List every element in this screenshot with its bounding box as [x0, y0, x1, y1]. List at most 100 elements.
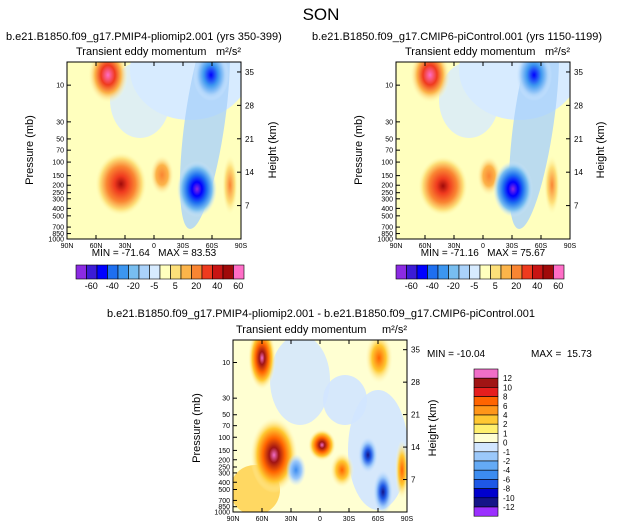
y-tick-label: 30 [222, 396, 230, 403]
y-tick-label: 400 [52, 206, 64, 213]
y-tick-label: 150 [218, 448, 230, 455]
x-tick-label: 0 [318, 516, 322, 523]
panel-1-case-title: b.e21.B1850.f09_g17.PMIP4-pliomip2.001 (… [6, 31, 282, 43]
y-tick-label: 500 [381, 213, 393, 220]
panel-3-field [233, 340, 407, 512]
x-tick-label: 0 [152, 243, 156, 250]
colorbar-box [511, 264, 523, 280]
colorbar-box [96, 264, 108, 280]
colorbar-tick-label: -10 [503, 494, 515, 503]
colorbar-box [473, 442, 499, 453]
y-tick-right-label: 21 [245, 135, 254, 144]
colorbar-tick-label: 60 [553, 281, 563, 291]
panel-2-sh-strat-min [516, 62, 552, 101]
colorbar-tick-label: -5 [150, 281, 158, 291]
colorbar-tick-label: -4 [503, 466, 511, 475]
colorbar-box [473, 405, 499, 416]
colorbar-box [490, 264, 502, 280]
colorbar-tick-label: -40 [426, 281, 439, 291]
y-tick-label: 30 [56, 119, 64, 126]
colorbar-box [473, 479, 499, 489]
x-tick-label: 60S [206, 243, 219, 250]
x-tick-label: 90S [564, 243, 577, 250]
panel-3-eq-max [308, 429, 336, 461]
panel-2-nh-strat-max [410, 62, 450, 103]
y-tick-label: 50 [385, 136, 393, 143]
x-tick-label: 60N [90, 243, 103, 250]
panel-3-stats-max: MAX = 15.73 [531, 349, 592, 360]
colorbar-box [473, 506, 499, 517]
x-tick-label: 60S [372, 516, 385, 523]
x-tick-label: 90N [390, 243, 403, 250]
colorbar-box [75, 264, 87, 280]
colorbar-box [201, 264, 213, 280]
colorbar-box [128, 264, 140, 280]
y-tick-label: 500 [218, 487, 230, 494]
y-tick-label: 1000 [214, 510, 230, 517]
colorbar-box [233, 264, 245, 280]
panel-3: b.e21.B1850.f09_g17.PMIP4-pliomip2.001 -… [107, 308, 592, 523]
x-tick-label: 30S [177, 243, 190, 250]
y-tick-label: 700 [218, 498, 230, 505]
colorbar-box [479, 264, 491, 280]
colorbar-tick-label: 40 [532, 281, 542, 291]
y-tick-right-label: 7 [574, 202, 579, 211]
colorbar-tick-label: 6 [503, 402, 508, 411]
colorbar-box [469, 264, 481, 280]
panel-1-sh-strat-min [193, 62, 229, 101]
colorbar-box [107, 264, 119, 280]
panel-3-ylabel-right: Height (km) [427, 400, 439, 457]
y-tick-label: 10 [222, 360, 230, 367]
y-tick-right-label: 35 [574, 68, 583, 77]
colorbar-box [149, 264, 161, 280]
x-tick-label: 90N [61, 243, 74, 250]
panel-3-sh-jet-min [358, 437, 378, 473]
colorbar-tick-label: 10 [503, 383, 512, 392]
y-tick-label: 1000 [48, 237, 64, 244]
colorbar-tick-label: 0 [503, 439, 508, 448]
x-tick-label: 30S [506, 243, 519, 250]
colorbar-box [159, 264, 171, 280]
colorbar-tick-label: 60 [233, 281, 243, 291]
colorbar-tick-label: -12 [503, 503, 515, 512]
panel-3-sh-strat-max [365, 340, 393, 384]
y-tick-right-label: 28 [411, 378, 420, 387]
colorbar-tick-label: -2 [503, 457, 511, 466]
colorbar-box [473, 414, 499, 425]
colorbar-tick-label: -5 [470, 281, 478, 291]
x-tick-label: 90S [235, 243, 248, 250]
y-tick-label: 700 [381, 225, 393, 232]
y-tick-label: 200 [381, 183, 393, 190]
panel-2-field [396, 62, 570, 239]
colorbar-tick-label: 20 [191, 281, 201, 291]
colorbar-tick-label: -1 [503, 448, 511, 457]
colorbar-tick-label: 4 [503, 411, 508, 420]
y-tick-label: 1000 [377, 237, 393, 244]
panel-2-sh-surface-max [544, 155, 560, 215]
y-tick-right-label: 14 [574, 168, 583, 177]
panel-1-eq-max [150, 155, 174, 195]
y-tick-label: 300 [52, 196, 64, 203]
colorbar-box [448, 264, 460, 280]
y-tick-label: 250 [381, 190, 393, 197]
y-tick-right-label: 35 [245, 68, 254, 77]
y-tick-right-label: 7 [245, 202, 250, 211]
panel-3-title-left: Transient eddy momentum [236, 324, 366, 336]
y-tick-right-label: 7 [411, 476, 416, 485]
y-tick-label: 70 [385, 148, 393, 155]
panel-2-case-title: b.e21.B1850.f09_g17.CMIP6-piControl.001 … [312, 31, 602, 43]
y-tick-label: 150 [52, 173, 64, 180]
colorbar-tick-label: 5 [173, 281, 178, 291]
panel-2: b.e21.B1850.f09_g17.CMIP6-piControl.001 … [312, 31, 607, 291]
panel-2-sh-jet-min [493, 161, 533, 217]
colorbar-box [473, 423, 499, 434]
colorbar-box [473, 396, 499, 407]
y-tick-right-label: 14 [245, 168, 254, 177]
panel-3-sh-surface-min [373, 470, 393, 512]
y-tick-right-label: 14 [411, 443, 420, 452]
colorbar-box [500, 264, 512, 280]
panel-3-title-right: m²/s² [382, 324, 407, 336]
colorbar-box [473, 387, 499, 397]
x-tick-label: 30N [448, 243, 461, 250]
